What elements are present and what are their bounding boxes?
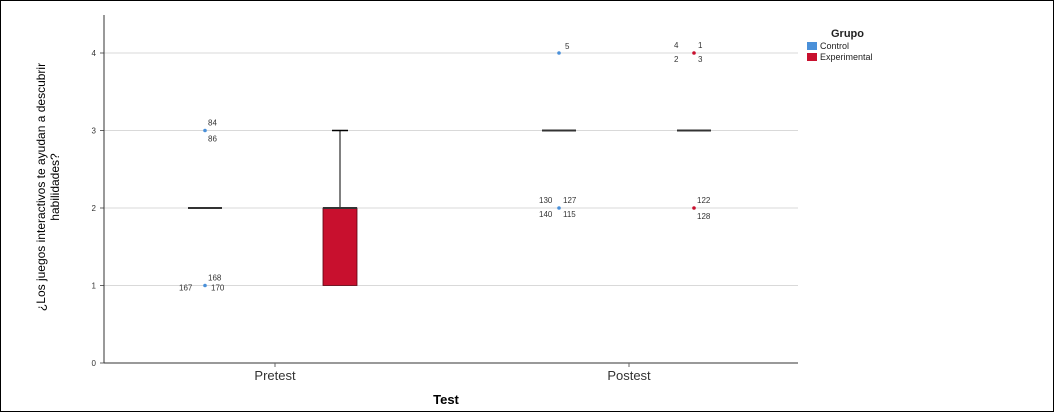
y-tick-label-0: 0 [92, 359, 97, 368]
outlier-label-1: 1 [698, 41, 703, 50]
outlier-label-84: 84 [208, 119, 217, 128]
outlier-point-control-pretest-0 [203, 128, 207, 133]
y-tick-label-1: 1 [92, 282, 97, 291]
outlier-label-140: 140 [539, 210, 553, 219]
box-marks [188, 51, 711, 288]
box-control-postest [542, 51, 576, 210]
outlier-point-experimental-postest-1 [692, 206, 696, 210]
outlier-label-127: 127 [563, 196, 577, 205]
y-axis-title-line-2: habilidades? [48, 153, 62, 221]
box-experimental-postest [677, 51, 711, 210]
legend-swatch-control [807, 42, 817, 50]
outlier-label-2: 2 [674, 55, 679, 64]
outlier-point-control-postest-1 [557, 206, 561, 210]
box-control-pretest [188, 128, 222, 288]
legend-title: Grupo [831, 28, 864, 40]
y-axis-title-line-1: ¿Los juegos interactivos te ayudan a des… [34, 63, 48, 311]
outlier-label-122: 122 [697, 196, 711, 205]
outlier-label-168: 168 [208, 274, 222, 283]
x-axis-title: Test [433, 392, 459, 407]
outlier-label-130: 130 [539, 196, 553, 205]
y-tick-label-3: 3 [92, 127, 97, 136]
outlier-label-3: 3 [698, 55, 703, 64]
legend-swatch-experimental [807, 53, 817, 61]
box-body-experimental-pretest [322, 207, 358, 286]
legend-label-experimental: Experimental [820, 52, 873, 62]
x-tick-label-postest: Postest [607, 368, 651, 383]
outlier-label-4: 4 [674, 41, 679, 50]
outlier-point-control-postest-0 [557, 51, 561, 55]
axes: 0 1 2 3 4 Pretest Postest [92, 15, 798, 383]
outlier-label-170: 170 [211, 284, 225, 293]
outlier-labels: 84 86 168 167 170 5 130 127 140 115 4 1 2 3 122 128 [179, 41, 711, 293]
grid-lines [104, 52, 798, 286]
legend-label-control: Control [820, 41, 849, 51]
outlier-label-115: 115 [563, 210, 576, 219]
y-tick-label-2: 2 [92, 204, 97, 213]
y-axis-title: ¿Los juegos interactivos te ayudan a des… [34, 63, 62, 311]
outlier-label-86: 86 [208, 135, 217, 144]
y-tick-label-4: 4 [92, 49, 97, 58]
outlier-label-128: 128 [697, 212, 711, 221]
outlier-label-5: 5 [565, 42, 570, 51]
outlier-point-control-pretest-1 [203, 283, 207, 288]
x-tick-label-pretest: Pretest [254, 368, 296, 383]
box-experimental-pretest [322, 129, 358, 286]
outlier-label-167: 167 [179, 284, 193, 293]
outlier-point-experimental-postest-0 [692, 51, 696, 55]
